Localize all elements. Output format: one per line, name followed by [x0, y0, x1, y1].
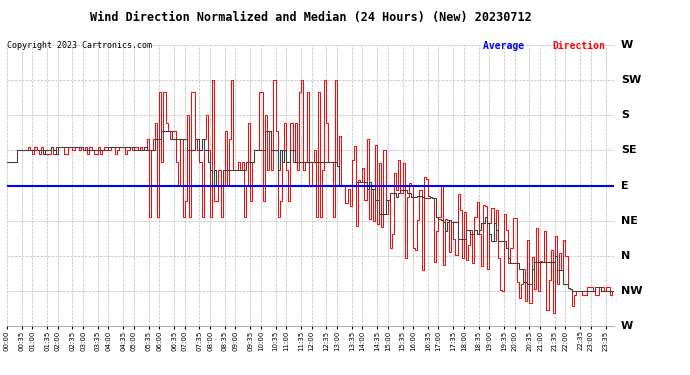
Text: Wind Direction Normalized and Median (24 Hours) (New) 20230712: Wind Direction Normalized and Median (24… [90, 11, 531, 24]
Text: SW: SW [621, 75, 641, 85]
Text: W: W [621, 40, 633, 50]
Text: W: W [621, 321, 633, 331]
Text: N: N [621, 251, 630, 261]
Text: NE: NE [621, 216, 638, 226]
Text: Copyright 2023 Cartronics.com: Copyright 2023 Cartronics.com [7, 41, 152, 50]
Text: E: E [621, 181, 629, 190]
Text: Average: Average [483, 41, 530, 51]
Text: SE: SE [621, 146, 637, 156]
Text: NW: NW [621, 286, 642, 296]
Text: S: S [621, 110, 629, 120]
Text: Direction: Direction [552, 41, 605, 51]
